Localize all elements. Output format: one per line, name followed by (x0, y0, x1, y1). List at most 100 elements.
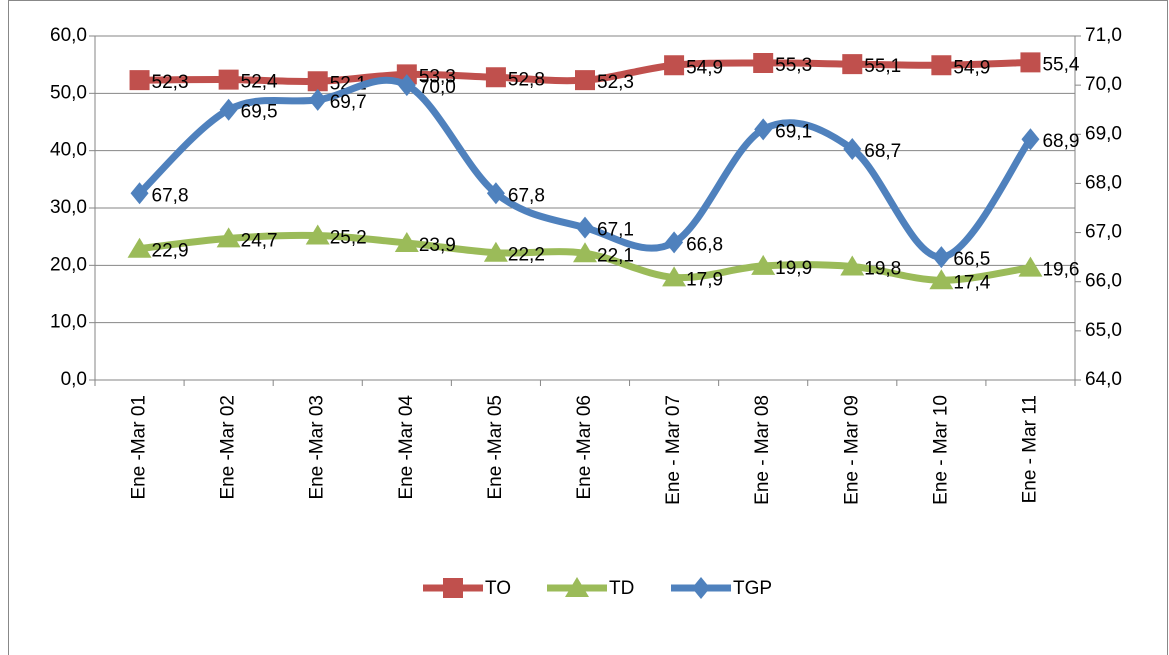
legend-marker (692, 577, 710, 599)
data-label: 55,1 (864, 56, 901, 77)
data-point (397, 74, 416, 97)
x-tick-label: Ene -Mar 03 (307, 395, 328, 500)
data-label: 55,3 (775, 55, 812, 76)
legend-item: TO (423, 578, 511, 599)
data-label: 19,6 (1042, 260, 1079, 281)
y-tick-label: 30,0 (50, 197, 87, 218)
data-label: 25,2 (330, 228, 367, 249)
data-label: 66,5 (953, 249, 990, 270)
data-point (1021, 128, 1040, 151)
data-point (307, 71, 328, 92)
data-point (754, 118, 773, 141)
data-label: 54,9 (686, 57, 723, 78)
data-label: 24,7 (241, 230, 278, 251)
data-point (662, 266, 687, 287)
data-point (929, 269, 954, 290)
data-label: 53,3 (419, 66, 456, 87)
y2-tick-label: 70,0 (1085, 74, 1122, 95)
data-label: 68,9 (1042, 131, 1079, 152)
data-point (219, 98, 238, 121)
y2-tick-label: 69,0 (1085, 123, 1122, 144)
data-label: 52,4 (241, 72, 278, 93)
x-tick-label: Ene - Mar 10 (930, 395, 951, 505)
y-tick-label: 10,0 (50, 312, 87, 333)
data-label: 22,2 (508, 245, 545, 266)
y2-tick-label: 64,0 (1085, 369, 1122, 390)
data-label: 69,1 (775, 121, 812, 142)
y2-tick-label: 65,0 (1085, 320, 1122, 341)
data-label: 67,8 (152, 185, 189, 206)
legend-label: TGP (733, 578, 772, 599)
data-point (842, 54, 863, 75)
data-label: 52,3 (152, 72, 189, 93)
data-point (573, 242, 597, 263)
x-tick-label: Ene - Mar 07 (663, 395, 684, 505)
data-label: 70,0 (419, 77, 456, 98)
data-label: 23,9 (419, 235, 456, 256)
data-point (753, 52, 774, 73)
data-point (130, 182, 149, 205)
data-point (665, 231, 684, 254)
y-tick-label: 60,0 (50, 25, 87, 46)
legend-marker (565, 577, 589, 597)
data-label: 52,3 (597, 72, 634, 93)
series-line (137, 76, 1034, 261)
data-label: 66,8 (686, 234, 723, 255)
data-point (664, 55, 685, 76)
x-tick-label: Ene - Mar 11 (1019, 395, 1040, 503)
x-tick-label: Ene -Mar 01 (129, 395, 150, 500)
data-label: 54,9 (953, 57, 990, 78)
data-label: 17,9 (686, 269, 723, 290)
data-point (840, 255, 865, 276)
data-point (575, 70, 595, 91)
legend-item: TD (547, 577, 634, 599)
data-point (394, 231, 419, 252)
x-tick-label: Ene -Mar 05 (485, 395, 506, 500)
data-label: 22,9 (152, 241, 189, 262)
data-label: 19,8 (864, 258, 901, 279)
data-point (483, 241, 508, 262)
data-point (932, 246, 951, 269)
data-point (843, 138, 862, 161)
legend-marker (443, 578, 463, 598)
y-tick-label: 20,0 (50, 254, 87, 275)
legend-label: TD (609, 578, 634, 599)
data-label: 17,4 (953, 272, 990, 293)
data-point (751, 254, 776, 275)
y2-tick-label: 68,0 (1085, 172, 1122, 193)
y2-tick-label: 71,0 (1085, 25, 1122, 46)
data-label: 67,1 (597, 220, 634, 241)
chart-frame (8, 0, 1168, 655)
data-point (129, 70, 150, 91)
data-label: 52,8 (508, 69, 545, 90)
y-tick-label: 40,0 (50, 140, 87, 161)
x-tick-label: Ene - Mar 09 (841, 395, 862, 505)
data-label: 19,9 (775, 258, 812, 279)
data-point (1020, 52, 1041, 73)
legend-label: TO (485, 578, 511, 599)
data-point (305, 224, 330, 245)
data-label: 22,1 (597, 245, 634, 266)
data-label: 67,8 (508, 185, 545, 206)
data-point (127, 237, 152, 258)
x-tick-label: Ene -Mar 06 (574, 395, 595, 500)
x-tick-label: Ene -Mar 02 (218, 395, 239, 500)
data-point (216, 227, 241, 248)
y-tick-label: 0,0 (61, 369, 87, 390)
data-label: 68,7 (864, 141, 901, 162)
x-tick-label: Ene - Mar 08 (752, 395, 773, 505)
data-point (576, 216, 594, 239)
data-point (931, 55, 952, 76)
y-tick-label: 50,0 (50, 82, 87, 103)
y2-tick-label: 67,0 (1085, 222, 1122, 243)
x-tick-label: Ene -Mar 04 (396, 395, 417, 500)
legend-item: TGP (671, 577, 772, 599)
y2-tick-label: 66,0 (1085, 271, 1122, 292)
data-point (218, 69, 239, 90)
data-label: 55,4 (1042, 54, 1079, 75)
data-point (1018, 256, 1043, 277)
data-point (486, 182, 505, 205)
data-label: 69,5 (241, 102, 278, 123)
